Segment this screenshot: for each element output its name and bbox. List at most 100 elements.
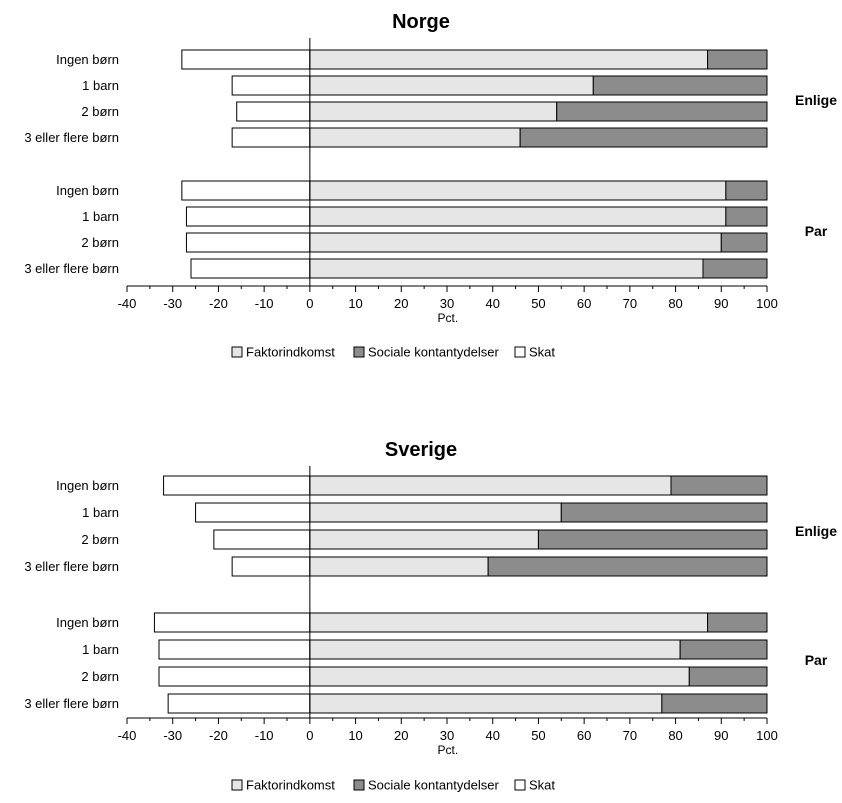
panel-2-legend-swatch-1 bbox=[231, 779, 243, 791]
panel-1-g2-r1-bar-skat bbox=[181, 180, 311, 201]
panel-1-x-tick-label-2: -20 bbox=[209, 296, 228, 311]
panel-2-g1-r1-bar-faktorindkomst bbox=[309, 475, 672, 496]
panel-2-legend-label-3: Skat bbox=[529, 778, 555, 793]
panel-1-g2-r2-bar-faktorindkomst bbox=[309, 206, 727, 227]
panel-2-g1-r3-bar-sociale-kontantydelser bbox=[537, 529, 768, 550]
panel-1-g2-r4-bar-skat bbox=[190, 258, 311, 279]
panel-2-x-tick-label-1: -30 bbox=[163, 728, 182, 743]
panel-2-g1-r2-bar-skat bbox=[195, 502, 311, 523]
panel-1-g1-r1-bar-faktorindkomst bbox=[309, 49, 709, 70]
panel-1-legend-label-1: Faktorindkomst bbox=[246, 345, 335, 360]
panel-2-x-tick-label-9: 50 bbox=[531, 728, 545, 743]
panel-2-legend-label-2: Sociale kontantydelser bbox=[368, 778, 499, 793]
panel-1-x-tick-label-7: 30 bbox=[440, 296, 454, 311]
panel-2-x-tick-label-13: 90 bbox=[714, 728, 728, 743]
panel-1-legend-swatch-3 bbox=[514, 346, 526, 358]
panel-2-g2-r2-bar-sociale-kontantydelser bbox=[679, 639, 768, 660]
panel-1-g1-r1-bar-skat bbox=[181, 49, 311, 70]
panel-1-g2-r2-bar-sociale-kontantydelser bbox=[725, 206, 768, 227]
panel-2-g1-r1-bar-sociale-kontantydelser bbox=[670, 475, 768, 496]
panel-2-g2-r4-bar-skat bbox=[167, 693, 311, 714]
panel-2-g2-r3-category-label: 2 børn bbox=[81, 669, 119, 684]
panel-1-x-tick-label-11: 70 bbox=[623, 296, 637, 311]
panel-1-chart-title: Norge bbox=[392, 11, 450, 33]
panel-2-g1-r1-category-label: Ingen børn bbox=[56, 478, 119, 493]
panel-1-g2-r1-category-label: Ingen børn bbox=[56, 183, 119, 198]
panel-1-legend-swatch-2 bbox=[353, 346, 365, 358]
panel-1-g2-r3-bar-sociale-kontantydelser bbox=[720, 232, 768, 253]
panel-2-g1-r3-bar-skat bbox=[213, 529, 311, 550]
panel-2-g1-r2-category-label: 1 barn bbox=[82, 505, 119, 520]
panel-2-g1-r3-category-label: 2 børn bbox=[81, 532, 119, 547]
panel-1-g1-r2-category-label: 1 barn bbox=[82, 78, 119, 93]
panel-1-g2-r4-category-label: 3 eller flere børn bbox=[24, 261, 119, 276]
panel-1-x-tick-label-1: -30 bbox=[163, 296, 182, 311]
panel-1-group-label-2: Par bbox=[805, 223, 828, 239]
panel-1-g1-r4-bar-sociale-kontantydelser bbox=[519, 127, 768, 148]
panel-2-x-tick-label-0: -40 bbox=[118, 728, 137, 743]
panel-2-g2-r3-bar-sociale-kontantydelser bbox=[688, 666, 768, 687]
panel-2-g2-r1-bar-sociale-kontantydelser bbox=[707, 612, 768, 633]
panel-2-g2-r2-category-label: 1 barn bbox=[82, 642, 119, 657]
panel-1-g1-r3-bar-faktorindkomst bbox=[309, 101, 558, 122]
panel-1-x-tick-label-9: 50 bbox=[531, 296, 545, 311]
panel-2-legend-swatch-2 bbox=[353, 779, 365, 791]
panel-1-g1-r4-bar-faktorindkomst bbox=[309, 127, 521, 148]
panel-2-legend-label-1: Faktorindkomst bbox=[246, 778, 335, 793]
panel-2-g2-r4-bar-faktorindkomst bbox=[309, 693, 663, 714]
panel-2-g2-r3-bar-skat bbox=[158, 666, 311, 687]
panel-1-x-axis-label: Pct. bbox=[438, 311, 459, 325]
panel-2-g1-r4-category-label: 3 eller flere børn bbox=[24, 559, 119, 574]
panel-2-g1-r3-bar-faktorindkomst bbox=[309, 529, 539, 550]
panel-2-x-tick-label-2: -20 bbox=[209, 728, 228, 743]
panel-2-x-tick-label-8: 40 bbox=[485, 728, 499, 743]
panel-2-x-axis-label: Pct. bbox=[438, 743, 459, 757]
panel-1-x-tick-label-10: 60 bbox=[577, 296, 591, 311]
panel-1-legend-label-2: Sociale kontantydelser bbox=[368, 345, 499, 360]
panel-2-g2-r2-bar-skat bbox=[158, 639, 311, 660]
panel-1-g1-r2-bar-faktorindkomst bbox=[309, 75, 594, 96]
panel-1-g1-r2-bar-sociale-kontantydelser bbox=[592, 75, 768, 96]
panel-1-legend-label-3: Skat bbox=[529, 345, 555, 360]
panel-1-g2-r1-bar-faktorindkomst bbox=[309, 180, 727, 201]
panel-1-x-tick-label-6: 20 bbox=[394, 296, 408, 311]
panel-2-x-tick-label-3: -10 bbox=[255, 728, 274, 743]
panel-2-g2-r1-bar-skat bbox=[153, 612, 311, 633]
panel-2-g2-r1-category-label: Ingen børn bbox=[56, 615, 119, 630]
panel-2-x-tick-label-11: 70 bbox=[623, 728, 637, 743]
panel-1-x-tick-label-8: 40 bbox=[485, 296, 499, 311]
panel-1-g2-r3-category-label: 2 børn bbox=[81, 235, 119, 250]
panel-1-x-tick-label-13: 90 bbox=[714, 296, 728, 311]
panel-1-g1-r3-bar-sociale-kontantydelser bbox=[556, 101, 768, 122]
panel-1-legend-swatch-1 bbox=[231, 346, 243, 358]
panel-2-g1-r1-bar-skat bbox=[163, 475, 311, 496]
panel-1-g1-r3-category-label: 2 børn bbox=[81, 104, 119, 119]
panel-2-x-tick-label-5: 10 bbox=[348, 728, 362, 743]
panel-2-x-tick-label-14: 100 bbox=[756, 728, 778, 743]
panel-2-g2-r3-bar-faktorindkomst bbox=[309, 666, 690, 687]
panel-1-g1-r3-bar-skat bbox=[236, 101, 311, 122]
panel-2-x-tick-label-12: 80 bbox=[668, 728, 682, 743]
panel-1-x-tick-label-4: 0 bbox=[306, 296, 313, 311]
panel-2-legend-swatch-3 bbox=[514, 779, 526, 791]
panel-2-g1-r4-bar-faktorindkomst bbox=[309, 556, 489, 577]
panel-2-g1-r4-bar-skat bbox=[231, 556, 311, 577]
panel-2-x-tick-label-10: 60 bbox=[577, 728, 591, 743]
panel-1-x-tick-label-0: -40 bbox=[118, 296, 137, 311]
panel-2-x-tick-label-7: 30 bbox=[440, 728, 454, 743]
panel-1-g2-r3-bar-faktorindkomst bbox=[309, 232, 722, 253]
panel-1-x-tick-label-14: 100 bbox=[756, 296, 778, 311]
panel-2-g2-r1-bar-faktorindkomst bbox=[309, 612, 709, 633]
panel-2-x-tick-label-6: 20 bbox=[394, 728, 408, 743]
panel-1-x-tick-label-3: -10 bbox=[255, 296, 274, 311]
panel-1-g1-r4-category-label: 3 eller flere børn bbox=[24, 130, 119, 145]
panel-1-group-label-1: Enlige bbox=[795, 92, 837, 108]
panel-2-g2-r4-category-label: 3 eller flere børn bbox=[24, 696, 119, 711]
panel-2-group-label-1: Enlige bbox=[795, 523, 837, 539]
panel-1-x-tick-label-12: 80 bbox=[668, 296, 682, 311]
panel-1-g2-r2-category-label: 1 barn bbox=[82, 209, 119, 224]
panel-1-g2-r4-bar-faktorindkomst bbox=[309, 258, 704, 279]
panel-2-g2-r4-bar-sociale-kontantydelser bbox=[661, 693, 768, 714]
